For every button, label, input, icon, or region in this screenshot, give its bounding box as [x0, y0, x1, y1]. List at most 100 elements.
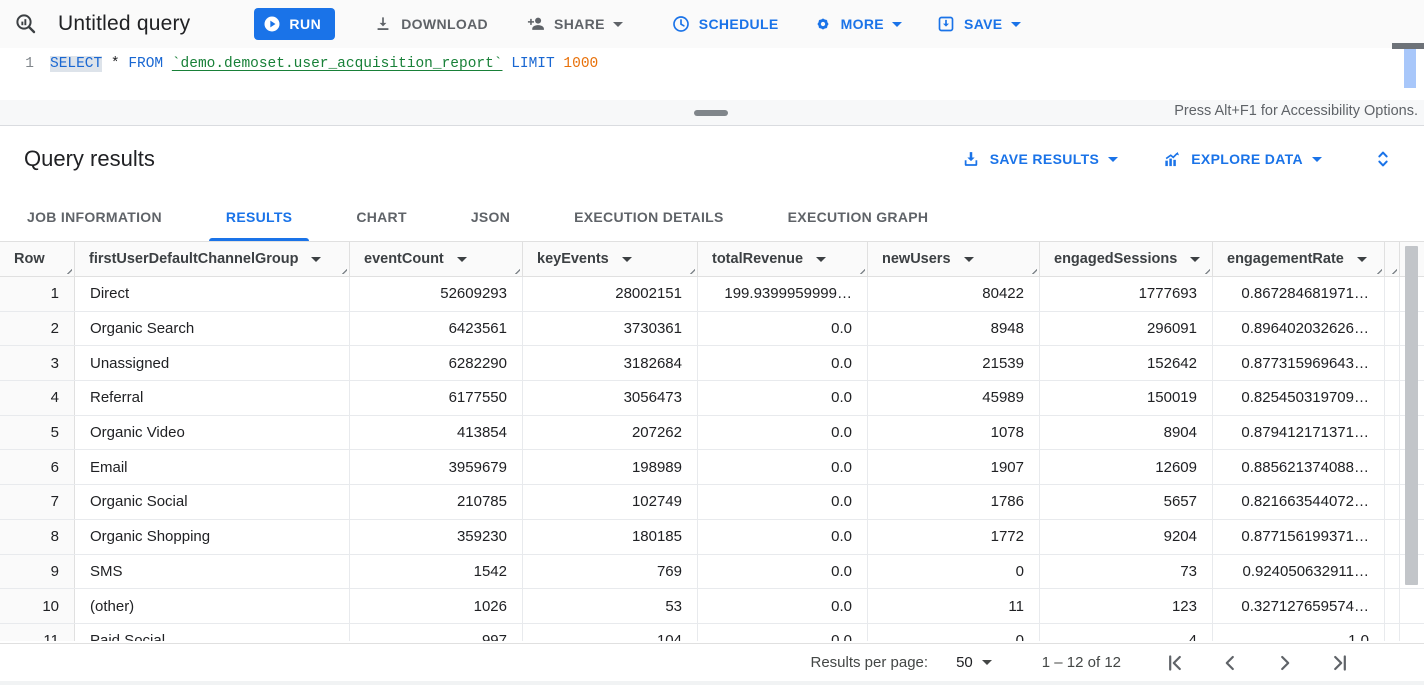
table-cell: 0.867284681971… — [1213, 277, 1385, 311]
tab-chart[interactable]: CHART — [356, 208, 407, 225]
table-cell: 0.0 — [698, 519, 868, 554]
column-menu-caret-icon[interactable] — [311, 256, 322, 262]
sql-token-number: 1000 — [563, 56, 599, 72]
table-cell: Paid Social — [75, 623, 350, 641]
column-resize-handle[interactable] — [338, 265, 347, 274]
expand-results-button[interactable] — [1372, 147, 1394, 171]
table-body: 1 Direct 52609293 28002151 199.9399959999… 80… — [0, 277, 1424, 624]
table-cell: 3182684 — [523, 346, 698, 381]
table-cell: 53 — [523, 589, 698, 623]
tab-json[interactable]: JSON — [470, 208, 511, 225]
table-cell: Organic Social — [75, 485, 350, 519]
column-header-firstUserDefaultChannelGroup: firstUserDefaultChannelGroup — [75, 242, 350, 276]
tab-execution-graph[interactable]: EXECUTION GRAPH — [787, 208, 929, 225]
table-cell: 210785 — [350, 485, 523, 519]
row-number-cell: 2 — [0, 311, 75, 346]
table-cell: 4 — [1040, 623, 1213, 641]
table-row: 10 (other) 1026 53 0.0 11 123 0.327127659574… — [0, 589, 1424, 624]
page-title: Untitled query — [58, 12, 191, 35]
table-cell: 0.0 — [698, 589, 868, 623]
table-row: 1 Direct 52609293 28002151 199.9399959999… 80… — [0, 277, 1424, 312]
splitter-strip: Press Alt+F1 for Accessibility Options. — [0, 100, 1424, 126]
column-label: firstUserDefaultChannelGroup — [89, 251, 299, 267]
table-cell: 104 — [523, 623, 698, 641]
column-resize-handle[interactable] — [511, 265, 520, 274]
table-cell: 359230 — [350, 519, 523, 554]
filler-cell — [1385, 519, 1400, 554]
column-resize-handle[interactable] — [63, 265, 72, 274]
column-resize-handle[interactable] — [1201, 265, 1210, 274]
table-row: 8 Organic Shopping 359230 180185 0.0 1772 9204… — [0, 519, 1424, 555]
table-row: 4 Referral 6177550 3056473 0.0 45989 150019 0.8… — [0, 381, 1424, 416]
line-number: 1 — [25, 56, 34, 72]
table-cell: 207262 — [523, 415, 698, 450]
more-button[interactable]: MORE — [813, 14, 902, 34]
download-button[interactable]: DOWNLOAD — [373, 14, 488, 34]
row-number-cell: 1 — [0, 277, 75, 311]
table-cell: 0.0 — [698, 450, 868, 485]
schedule-button[interactable]: SCHEDULE — [671, 14, 779, 34]
clock-icon — [672, 16, 689, 32]
tab-results[interactable]: RESULTS — [208, 192, 310, 241]
table-row: 6 Email 3959679 198989 0.0 1907 12609 0.8856213… — [0, 450, 1424, 486]
sql-token-plain — [163, 56, 172, 72]
column-menu-caret-icon[interactable] — [1356, 256, 1367, 262]
row-number-cell: 3 — [0, 346, 75, 381]
run-button[interactable]: RUN — [254, 8, 336, 40]
page-size-select[interactable]: 50 — [956, 654, 992, 671]
table-cell: 0.0 — [698, 485, 868, 519]
tab-execution-details[interactable]: EXECUTION DETAILS — [574, 208, 724, 225]
row-number-cell: 6 — [0, 450, 75, 485]
column-resize-handle[interactable] — [686, 265, 695, 274]
editor-scrollbar-thumb[interactable] — [1404, 49, 1416, 88]
filler-cell — [1385, 623, 1400, 641]
table-cell: 1786 — [868, 485, 1040, 519]
explore-data-button[interactable]: EXPLORE DATA — [1162, 149, 1322, 169]
table-cell: 152642 — [1040, 346, 1213, 381]
results-per-page-label: Results per page: — [810, 654, 929, 671]
chevron-right-icon — [1281, 655, 1290, 670]
table-cell: Unassigned — [75, 346, 350, 381]
sql-editor[interactable]: 1 SELECT * FROM `demo.demoset.user_acqui… — [0, 43, 1424, 100]
table-cell: 0.877156199371… — [1213, 519, 1385, 554]
save-results-button[interactable]: SAVE RESULTS — [961, 149, 1119, 169]
column-menu-caret-icon[interactable] — [621, 256, 632, 262]
resize-drag-handle[interactable] — [694, 110, 728, 116]
first-page-button[interactable] — [1163, 651, 1187, 675]
filler-cell — [1385, 381, 1400, 415]
table-cell: 0.885621374088… — [1213, 450, 1385, 485]
column-label: eventCount — [364, 251, 444, 267]
save-button[interactable]: SAVE — [936, 14, 1021, 34]
column-menu-caret-icon[interactable] — [816, 256, 827, 262]
column-label: totalRevenue — [712, 251, 804, 267]
sql-tokens: SELECT * FROM `demo.demoset.user_acquisi… — [50, 56, 598, 72]
next-page-button[interactable] — [1273, 651, 1297, 675]
row-number-cell: 7 — [0, 485, 75, 519]
tab-job-information[interactable]: JOB INFORMATION — [27, 208, 162, 225]
column-header-newUsers: newUsers — [868, 242, 1040, 276]
table-cell: 1.0 — [1213, 623, 1385, 641]
table-cell: 80422 — [868, 277, 1040, 311]
table-cell: 0.821663544072… — [1213, 485, 1385, 519]
column-menu-caret-icon[interactable] — [963, 256, 974, 262]
column-menu-caret-icon[interactable] — [456, 256, 467, 262]
column-header-engagedSessions: engagedSessions — [1040, 242, 1213, 276]
column-resize-handle[interactable] — [1388, 265, 1397, 274]
last-page-icon — [1334, 654, 1346, 671]
table-cell: Email — [75, 450, 350, 485]
share-button[interactable]: SHARE — [526, 14, 623, 34]
table-cell: 73 — [1040, 554, 1213, 589]
table-scrollbar-thumb[interactable] — [1405, 246, 1418, 585]
filler-cell — [1385, 277, 1400, 311]
save-alt-icon — [964, 152, 977, 166]
column-resize-handle[interactable] — [1028, 265, 1037, 274]
sql-token-plain — [503, 56, 512, 72]
chevron-down-icon — [1108, 156, 1119, 162]
column-menu-caret-icon[interactable] — [1190, 256, 1201, 262]
chevron-down-icon — [1312, 156, 1322, 162]
table-cell: 0.0 — [698, 346, 868, 381]
last-page-button[interactable] — [1328, 651, 1352, 675]
column-resize-handle[interactable] — [1373, 265, 1382, 274]
previous-page-button[interactable] — [1218, 651, 1242, 675]
column-resize-handle[interactable] — [856, 265, 865, 274]
